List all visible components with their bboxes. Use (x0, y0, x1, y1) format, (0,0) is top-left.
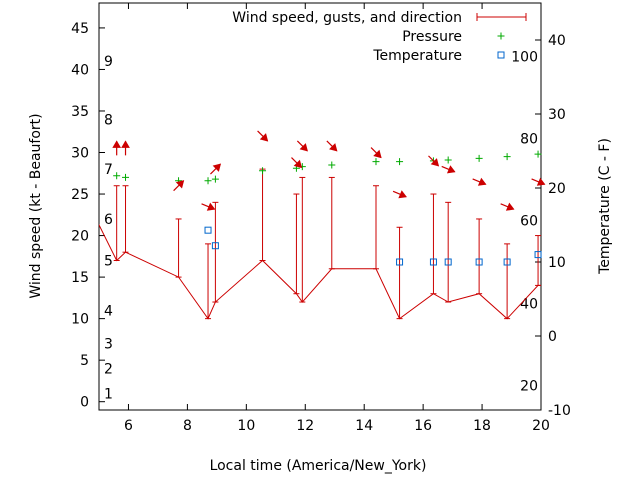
y-left-tick-label: 45 (71, 21, 89, 37)
legend-label: Pressure (402, 29, 462, 45)
y-left-tick-label: 20 (71, 229, 89, 245)
wind-arrow-head (536, 177, 546, 186)
legend-label: Temperature (372, 48, 462, 64)
beaufort-label: 5 (104, 253, 113, 269)
x-tick-label: 16 (414, 418, 432, 434)
pressure-point (204, 177, 212, 185)
y-left-tick-label: 10 (71, 312, 89, 328)
plot-border (98, 2, 542, 411)
x-tick-label: 18 (473, 418, 491, 434)
y-left-tick-label: 0 (80, 395, 89, 411)
wind-direction-arrows (112, 130, 546, 211)
temperature-series (204, 226, 542, 266)
temperature-point (396, 258, 404, 266)
pressure-point (475, 154, 483, 162)
y-left-tick-label: 5 (80, 353, 89, 369)
y-right-tick-label: 30 (548, 107, 566, 123)
temperature-point (211, 242, 219, 250)
y-left-tick-label: 15 (71, 270, 89, 286)
wind-arrow-head (121, 140, 130, 148)
legend-pressure-swatch (497, 32, 505, 40)
temperature-point (534, 251, 542, 259)
legend-temperature-swatch (497, 51, 505, 59)
wind-series (99, 168, 542, 320)
y-right-tick-label: 40 (548, 33, 566, 49)
wind-arrow-head (398, 190, 407, 199)
temperature-point (429, 258, 437, 266)
fahrenheit-label: 20 (520, 379, 538, 395)
y-left-tick-label: 25 (71, 187, 89, 203)
beaufort-label: 4 (104, 303, 113, 319)
x-tick-label: 20 (532, 418, 550, 434)
pressure-point (328, 161, 336, 169)
pressure-point (259, 167, 267, 175)
pressure-point (503, 153, 511, 161)
x-axis-label: Local time (America/New_York) (210, 458, 427, 474)
x-tick-label: 10 (237, 418, 255, 434)
beaufort-label: 8 (104, 112, 113, 128)
beaufort-label: 3 (104, 337, 113, 353)
wind-arrow-head (259, 133, 269, 142)
wind-speed-line (99, 223, 541, 320)
beaufort-label: 7 (104, 162, 113, 178)
y-right-tick-label: 10 (548, 255, 566, 271)
fahrenheit-label: 80 (520, 131, 538, 147)
pressure-point (211, 175, 219, 183)
x-tick-label: 14 (355, 418, 373, 434)
temperature-point (475, 258, 483, 266)
temperature-point (444, 258, 452, 266)
x-tick-label: 6 (124, 418, 133, 434)
wind-arrow-head (175, 180, 185, 189)
pressure-point (122, 173, 130, 181)
y-left-tick-label: 30 (71, 146, 89, 162)
wind-arrow-head (477, 177, 487, 186)
x-tick-label: 12 (296, 418, 314, 434)
wind-arrow-head (212, 163, 222, 172)
legend: Wind speed, gusts, and direction Pressure… (232, 10, 527, 64)
beaufort-label: 2 (104, 361, 113, 377)
pressure-point (534, 150, 542, 158)
y-right-tick-label: 0 (548, 329, 557, 345)
wind-arrow-head (505, 202, 515, 211)
y-axis-left-label: Wind speed (kt - Beaufort) (28, 113, 44, 298)
wind-arrow-head (373, 149, 382, 159)
pressure-series (113, 150, 542, 185)
wind-arrow-head (430, 158, 440, 167)
fahrenheit-label: 40 (520, 296, 538, 312)
wind-arrow-head (299, 143, 308, 152)
y-right-tick-label: 20 (548, 181, 566, 197)
fahrenheit-label: 100 (511, 49, 538, 65)
axis-ticks: 6 8 10 12 14 16 18 20051015202530354045-1001020… (71, 3, 571, 434)
pressure-point (396, 158, 404, 166)
temperature-point (204, 226, 212, 234)
beaufort-label: 6 (104, 212, 113, 228)
y-left-tick-label: 40 (71, 62, 89, 78)
pressure-point (113, 172, 121, 180)
beaufort-label: 9 (104, 54, 113, 70)
axis-labels: Local time (America/New_York) Wind speed… (28, 113, 613, 474)
wind-arrow-head (206, 202, 216, 211)
beaufort-label: 1 (104, 386, 113, 402)
legend-label: Wind speed, gusts, and direction (232, 10, 462, 26)
wind-arrow-head (112, 140, 122, 148)
x-tick-label: 8 (183, 418, 192, 434)
y-axis-right-label: Temperature (C - F) (597, 138, 613, 275)
pressure-point (372, 158, 380, 166)
wind-arrow-head (446, 165, 456, 174)
fahrenheit-label: 60 (520, 214, 538, 230)
wind-arrow-head (329, 143, 338, 152)
wind-arrow-head (293, 159, 303, 169)
temperature-point (503, 258, 511, 266)
pressure-point (444, 156, 452, 164)
y-right-tick-label: -10 (548, 403, 571, 419)
y-left-tick-label: 35 (71, 104, 89, 120)
